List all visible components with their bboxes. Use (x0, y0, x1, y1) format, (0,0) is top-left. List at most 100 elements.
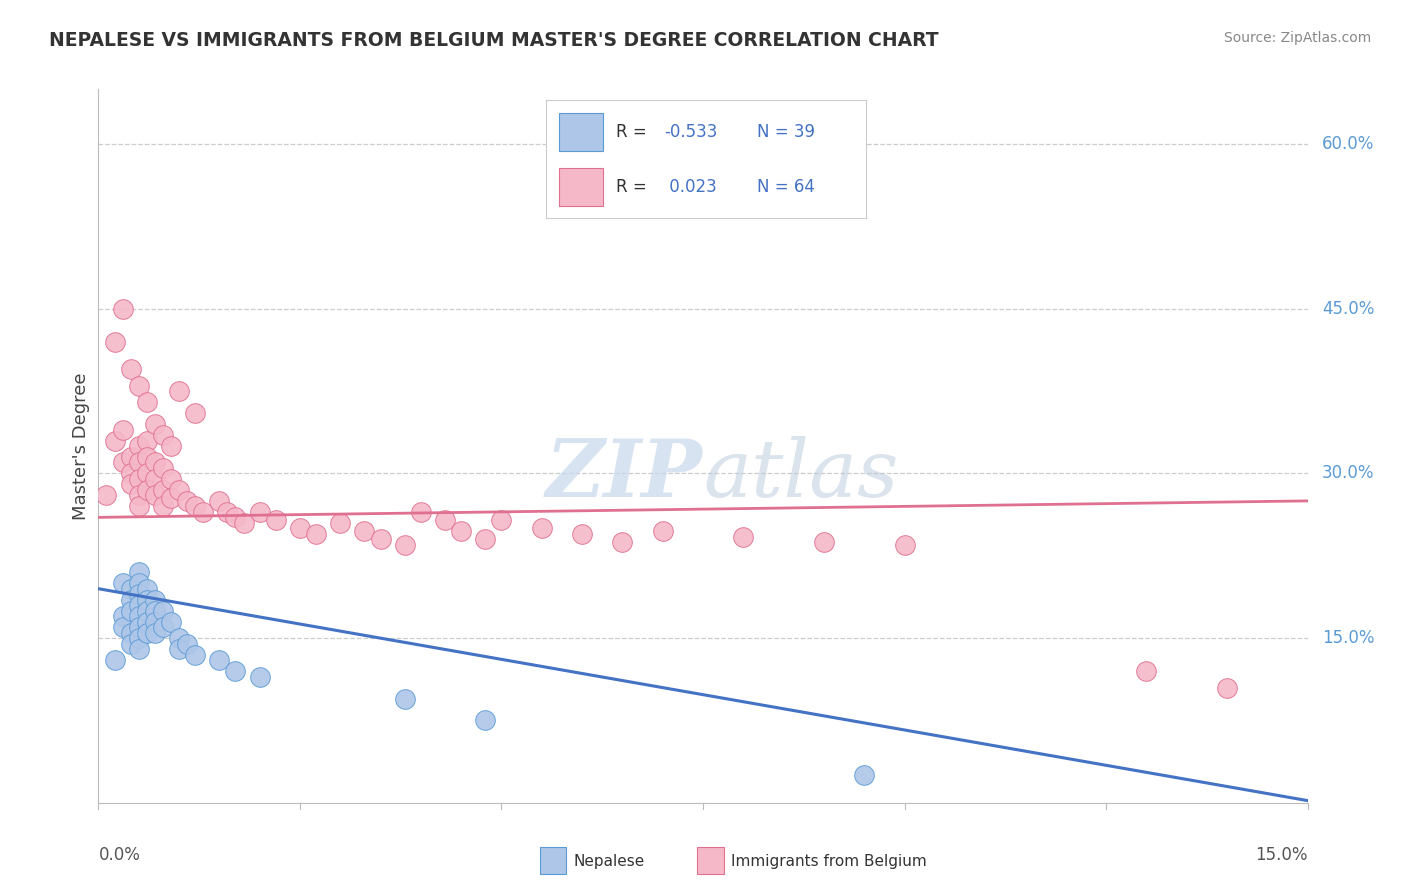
Bar (697, 847, 724, 874)
Point (264, 512, 287, 526)
Point (612, 534, 634, 549)
Point (450, 524, 472, 538)
Point (135, 467, 157, 481)
Point (176, 494, 198, 508)
Point (160, 615, 183, 629)
Point (111, 576, 134, 591)
Point (152, 461, 174, 475)
Point (224, 664, 246, 678)
Point (184, 406, 207, 420)
Point (152, 483, 174, 497)
Point (143, 615, 166, 629)
Point (167, 483, 190, 497)
Point (128, 587, 150, 601)
Text: 15.0%: 15.0% (1322, 629, 1375, 647)
Point (135, 592, 157, 607)
Text: atlas: atlas (703, 436, 898, 513)
Point (120, 592, 142, 607)
Text: 60.0%: 60.0% (1322, 135, 1375, 153)
Point (394, 691, 416, 706)
Point (434, 512, 457, 526)
Point (120, 450, 142, 464)
Point (120, 362, 142, 376)
Point (160, 491, 183, 505)
Point (120, 477, 142, 491)
Point (96, 488, 118, 502)
Point (143, 417, 166, 431)
Point (409, 505, 432, 519)
Point (184, 648, 207, 662)
Point (329, 516, 352, 530)
Point (176, 637, 198, 651)
Point (111, 455, 134, 469)
Point (167, 642, 190, 657)
Text: Source: ZipAtlas.com: Source: ZipAtlas.com (1223, 31, 1371, 45)
Point (143, 455, 166, 469)
Point (128, 576, 150, 591)
Y-axis label: Master's Degree: Master's Degree (72, 372, 90, 520)
Point (135, 395, 157, 409)
Point (135, 615, 157, 629)
Point (103, 334, 125, 349)
Text: ZIP: ZIP (546, 436, 703, 513)
Point (128, 455, 150, 469)
Point (128, 439, 150, 453)
Text: 0.0%: 0.0% (98, 846, 141, 863)
Point (128, 620, 150, 634)
Point (152, 620, 174, 634)
Point (370, 533, 392, 547)
Point (249, 505, 271, 519)
Point (128, 378, 150, 392)
Text: Nepalese: Nepalese (574, 854, 645, 869)
Point (128, 598, 150, 612)
Point (491, 512, 513, 526)
Bar (540, 847, 567, 874)
Point (120, 637, 142, 651)
Point (120, 604, 142, 618)
Point (111, 620, 134, 634)
Point (733, 530, 755, 544)
Point (208, 653, 231, 667)
Point (128, 488, 150, 502)
Point (135, 434, 157, 448)
Point (571, 526, 593, 541)
Point (160, 439, 183, 453)
Text: NEPALESE VS IMMIGRANTS FROM BELGIUM MASTER'S DEGREE CORRELATION CHART: NEPALESE VS IMMIGRANTS FROM BELGIUM MAST… (49, 31, 939, 50)
Point (813, 534, 835, 549)
Point (128, 631, 150, 645)
Point (103, 653, 125, 667)
Point (353, 524, 375, 538)
Point (208, 494, 231, 508)
Point (232, 516, 254, 530)
Point (530, 521, 553, 535)
Point (160, 472, 183, 486)
Text: Immigrants from Belgium: Immigrants from Belgium (731, 854, 927, 869)
Point (143, 604, 166, 618)
Point (128, 500, 150, 514)
Point (474, 533, 496, 547)
Text: 30.0%: 30.0% (1322, 465, 1375, 483)
Point (193, 505, 215, 519)
Point (120, 582, 142, 596)
Point (893, 538, 915, 552)
Point (1216, 681, 1239, 695)
Point (135, 625, 157, 640)
Point (305, 526, 328, 541)
Point (224, 510, 246, 524)
Point (143, 592, 166, 607)
Point (111, 609, 134, 624)
Point (103, 434, 125, 448)
Point (135, 450, 157, 464)
Point (135, 582, 157, 596)
Point (128, 472, 150, 486)
Point (651, 524, 673, 538)
Point (249, 669, 271, 683)
Text: 45.0%: 45.0% (1322, 300, 1375, 318)
Point (120, 467, 142, 481)
Point (135, 604, 157, 618)
Point (128, 609, 150, 624)
Point (135, 483, 157, 497)
Point (184, 500, 207, 514)
Point (143, 472, 166, 486)
Point (128, 642, 150, 657)
